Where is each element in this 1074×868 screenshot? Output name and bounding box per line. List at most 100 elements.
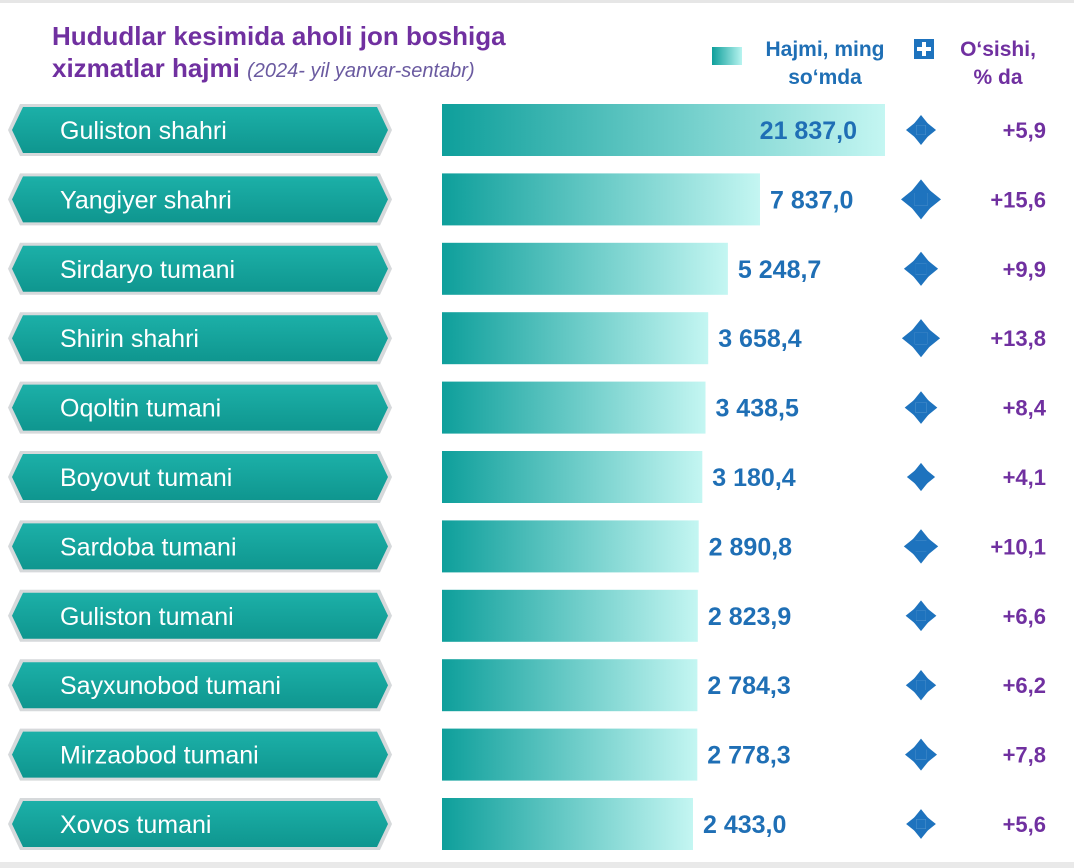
- growth-arrows-icon: [904, 391, 938, 424]
- chart-row: Yangiyer shahri 7 837,0 +15,6: [8, 173, 1046, 226]
- chart-row: Sardoba tumani 2 890,8 +10,1: [8, 520, 1046, 573]
- growth-icon-arrow-up: [912, 391, 930, 403]
- category-label-box: [12, 384, 388, 431]
- growth-icon-arrow-left: [901, 188, 915, 211]
- volume-bar: [442, 312, 709, 365]
- growth-value-label: +9,9: [1003, 257, 1046, 282]
- growth-value-label: +15,6: [990, 187, 1046, 212]
- growth-icon-arrow-down: [912, 412, 930, 424]
- growth-icon-arrow-right: [926, 259, 939, 279]
- growth-icon-arrow-left: [905, 121, 917, 139]
- chart-row: Guliston tumani 2 823,9 +6,6: [8, 589, 1046, 642]
- growth-value-label: +5,6: [1003, 812, 1046, 837]
- volume-bar: [442, 659, 698, 712]
- category-label: Boyovut tumani: [60, 464, 232, 492]
- category-label-box: [12, 592, 388, 639]
- growth-value-label: +6,2: [1003, 673, 1046, 698]
- category-label-box: [12, 176, 388, 223]
- volume-bar: [442, 520, 699, 573]
- growth-value-label: +6,6: [1003, 604, 1046, 629]
- legend-growth-icon: [914, 39, 934, 59]
- growth-icon-arrow-up: [912, 809, 930, 820]
- growth-icon-arrow-right: [927, 188, 941, 211]
- growth-icon-arrow-left: [905, 676, 917, 694]
- legend-volume-line2: so‘mda: [788, 66, 862, 89]
- volume-value-label: 3 180,4: [712, 464, 796, 492]
- growth-icon-arrow-down: [910, 344, 932, 358]
- volume-value-label: 3 438,5: [715, 395, 799, 423]
- category-label: Sayxunobod tumani: [60, 672, 281, 700]
- volume-value-label: 2 433,0: [703, 811, 786, 839]
- growth-icon-arrow-down: [913, 481, 929, 492]
- legend-growth-line1: O‘sishi,: [960, 38, 1036, 61]
- bottom-divider: [0, 862, 1074, 868]
- volume-bar: [442, 728, 698, 781]
- category-label-box: [12, 454, 388, 500]
- growth-icon-core: [915, 263, 927, 275]
- growth-icon-arrow-left: [903, 259, 916, 279]
- category-label: Shirin shahri: [60, 325, 199, 353]
- growth-icon-core: [916, 125, 926, 135]
- growth-arrows-icon: [905, 670, 937, 701]
- volume-bar: [442, 451, 703, 503]
- growth-icon-arrow-up: [912, 670, 930, 681]
- chart-row: Guliston shahri 21 837,0 +5,9: [8, 104, 1046, 156]
- legend-volume-label: Hajmi, ming so‘mda: [755, 36, 895, 92]
- volume-value-label: 5 248,7: [738, 256, 821, 284]
- growth-icon-arrow-left: [903, 536, 916, 556]
- growth-icon-arrow-up: [911, 251, 931, 264]
- growth-icon-arrow-down: [911, 274, 931, 286]
- volume-bar: [442, 173, 760, 226]
- growth-icon-arrow-left: [901, 327, 915, 349]
- growth-value-label: +10,1: [990, 534, 1046, 559]
- volume-value-label: 2 823,9: [708, 603, 791, 631]
- growth-icon-arrow-left: [906, 469, 917, 485]
- growth-icon-arrow-down: [912, 134, 930, 146]
- volume-value-label: 3 658,4: [718, 325, 802, 353]
- growth-icon-arrow-right: [925, 121, 937, 139]
- category-label: Yangiyer shahri: [60, 186, 232, 214]
- growth-value-label: +13,8: [990, 326, 1046, 351]
- category-label-box: [12, 107, 388, 153]
- growth-value-label: +4,1: [1003, 465, 1046, 490]
- category-label: Guliston shahri: [60, 117, 227, 145]
- growth-icon-arrow-right: [925, 469, 936, 485]
- volume-bar: [442, 589, 698, 642]
- volume-bar: [442, 381, 706, 434]
- growth-icon-arrow-right: [925, 607, 937, 625]
- growth-icon-arrow-down: [912, 828, 930, 839]
- growth-icon-core: [915, 749, 927, 760]
- chart-row: Oqoltin tumani 3 438,5 +8,4: [8, 381, 1047, 434]
- growth-arrows-icon: [905, 738, 937, 771]
- growth-icon-core: [914, 193, 928, 206]
- category-label-box: [12, 523, 388, 570]
- category-label-box: [12, 731, 388, 778]
- legend-growth-line2: % da: [973, 66, 1023, 89]
- growth-icon-arrow-left: [905, 745, 916, 764]
- volume-value-label: 2 778,3: [707, 742, 790, 770]
- volume-value-label: 2 784,3: [707, 672, 790, 700]
- volume-bar: [442, 104, 885, 156]
- growth-icon-arrow-up: [912, 738, 930, 750]
- growth-arrows-icon: [905, 600, 937, 632]
- growth-icon-arrow-left: [906, 815, 917, 833]
- legend-growth-label: O‘sishi, % da: [938, 36, 1058, 92]
- growth-icon-arrow-up: [912, 114, 930, 126]
- chart-row: Shirin shahri 3 658,4 +13,8: [8, 312, 1046, 365]
- growth-icon-arrow-right: [926, 398, 938, 417]
- chart-row: Mirzaobod tumani 2 778,3 +7,8: [8, 728, 1046, 781]
- growth-arrows-icon: [903, 251, 939, 286]
- growth-icon-core: [916, 610, 926, 621]
- growth-icon-arrow-up: [913, 462, 929, 473]
- growth-value-label: +7,8: [1003, 743, 1046, 768]
- growth-icon-arrow-right: [926, 745, 937, 764]
- growth-icon-arrow-down: [912, 759, 930, 771]
- growth-icon-arrow-down: [910, 205, 932, 220]
- chart-row: Xovos tumani 2 433,0 +5,6: [8, 798, 1046, 850]
- growth-icon-core: [915, 402, 927, 413]
- growth-arrows-icon: [901, 319, 941, 358]
- growth-icon-arrow-right: [925, 815, 936, 833]
- volume-value-label: 7 837,0: [770, 186, 853, 214]
- growth-icon-arrow-right: [926, 536, 939, 556]
